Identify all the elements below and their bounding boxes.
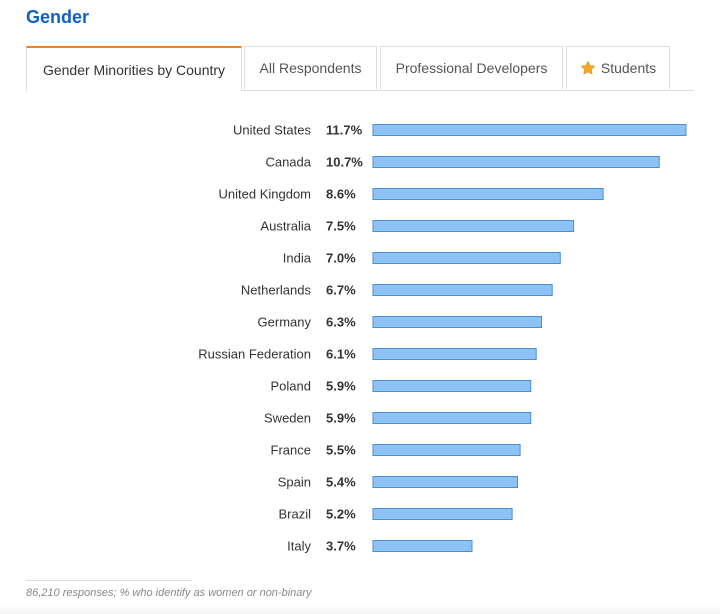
category-label-united-kingdom: United Kingdom xyxy=(219,187,312,202)
footnote-divider xyxy=(26,580,192,581)
bar-russian-federation xyxy=(372,348,537,360)
category-label-australia: Australia xyxy=(260,219,311,234)
category-label-sweden: Sweden xyxy=(264,411,311,426)
section-title: Gender xyxy=(26,7,90,27)
value-label-united-kingdom: 8.6% xyxy=(326,187,356,202)
category-label-poland: Poland xyxy=(271,379,311,394)
bar-sweden xyxy=(372,412,532,424)
bar-france xyxy=(372,444,521,456)
category-label-spain: Spain xyxy=(278,475,311,490)
tab-label: Students xyxy=(600,60,657,76)
tab-bar: Gender Minorities by Country All Respond… xyxy=(26,46,694,91)
footnote: 86,210 responses; % who identify as wome… xyxy=(26,587,312,599)
value-label-netherlands: 6.7% xyxy=(326,283,356,298)
value-label-spain: 5.4% xyxy=(326,475,356,490)
category-label-germany: Germany xyxy=(258,315,312,330)
bar-united-states xyxy=(372,124,687,136)
category-label-india: India xyxy=(283,251,312,266)
category-label-united-states: United States xyxy=(233,123,312,138)
bar-brazil xyxy=(372,508,513,520)
bar-india xyxy=(372,252,561,264)
tab-professional-developers[interactable]: Professional Developers xyxy=(380,46,563,89)
tab-all-respondents[interactable]: All Respondents xyxy=(244,46,377,89)
tab-students[interactable]: Students xyxy=(566,46,670,89)
value-label-germany: 6.3% xyxy=(326,315,356,330)
bar-united-kingdom xyxy=(372,188,604,200)
category-label-canada: Canada xyxy=(265,155,311,170)
tab-gender-minorities-by-country[interactable]: Gender Minorities by Country xyxy=(26,46,242,91)
category-label-italy: Italy xyxy=(287,539,311,554)
bar-netherlands xyxy=(372,284,553,296)
category-label-france: France xyxy=(271,443,311,458)
value-label-italy: 3.7% xyxy=(326,539,356,554)
category-label-brazil: Brazil xyxy=(278,507,311,522)
value-label-poland: 5.9% xyxy=(326,379,356,394)
tab-label: Gender Minorities by Country xyxy=(42,61,226,78)
value-label-india: 7.0% xyxy=(326,251,356,266)
category-label-russian-federation: Russian Federation xyxy=(198,347,311,362)
value-label-france: 5.5% xyxy=(326,443,356,458)
bar-italy xyxy=(372,540,473,552)
value-label-australia: 7.5% xyxy=(326,219,356,234)
value-label-canada: 10.7% xyxy=(326,155,363,170)
value-label-sweden: 5.9% xyxy=(326,411,356,426)
tab-label: All Respondents xyxy=(259,60,362,76)
bar-germany xyxy=(372,316,542,328)
value-label-brazil: 5.2% xyxy=(326,507,356,522)
tab-label: Professional Developers xyxy=(395,60,548,76)
gender-minorities-bar-chart: United States 11.7% Canada 10.7% United King… xyxy=(198,123,687,554)
bottom-edge xyxy=(0,604,720,614)
value-label-united-states: 11.7% xyxy=(326,123,363,138)
bar-spain xyxy=(372,476,518,488)
bar-poland xyxy=(372,380,532,392)
value-label-russian-federation: 6.1% xyxy=(326,347,356,362)
bar-canada xyxy=(372,156,660,168)
bar-australia xyxy=(372,220,575,232)
star-icon xyxy=(580,60,596,75)
category-label-netherlands: Netherlands xyxy=(241,283,312,298)
